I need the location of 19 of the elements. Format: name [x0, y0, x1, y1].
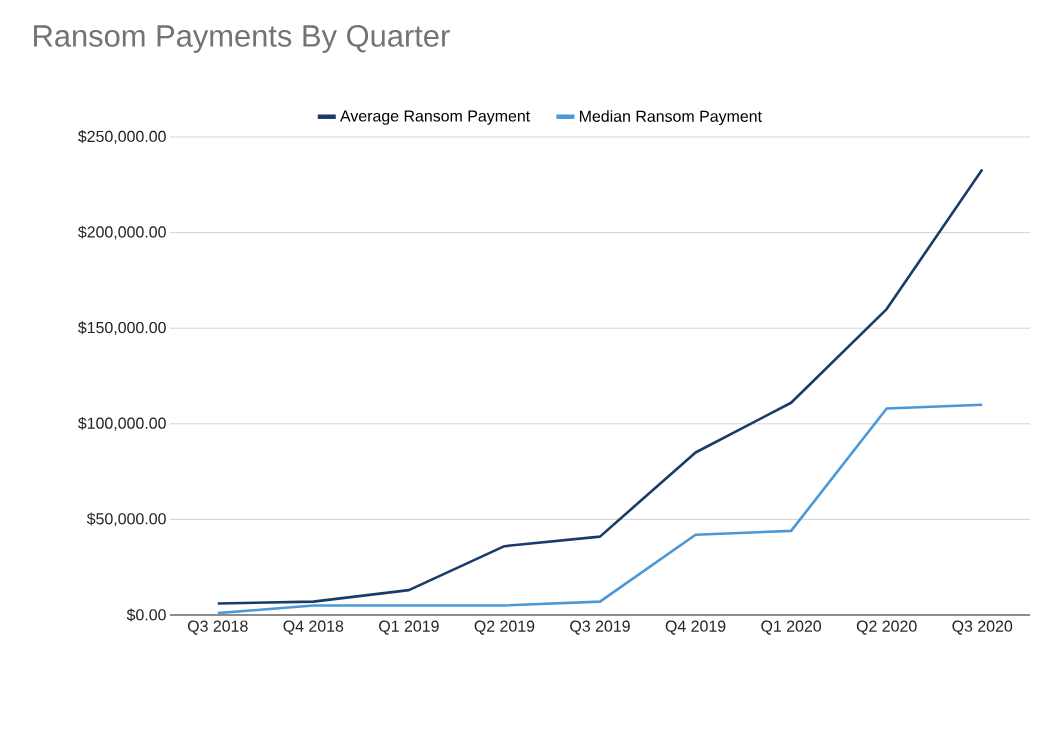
y-tick-label: $200,000.00 [78, 225, 166, 240]
x-tick-label: Q2 2020 [856, 620, 917, 635]
x-tick-label: Q1 2020 [761, 620, 822, 635]
x-tick-label: Q3 2020 [952, 620, 1013, 635]
y-tick-label: $250,000.00 [78, 130, 166, 144]
y-tick-label: $50,000.00 [86, 512, 166, 527]
x-tick-label: Q4 2019 [665, 620, 726, 635]
x-tick-label: Q2 2019 [474, 620, 535, 635]
y-tick-label: $150,000.00 [78, 321, 166, 336]
y-tick-label: $100,000.00 [78, 416, 166, 431]
legend-label: Median Ransom Payment [579, 110, 762, 126]
legend-label: Average Ransom Payment [340, 110, 531, 125]
x-tick-label: Q1 2019 [379, 620, 439, 635]
line-series [216, 168, 984, 605]
x-tick-label: Q3 2019 [570, 620, 630, 635]
x-tick-label: Q3 2018 [187, 620, 248, 635]
chart-title: Ransom Payments By Quarter [34, 25, 450, 53]
y-tick-label: $0.00 [126, 608, 166, 622]
x-tick-label: Q4 2018 [283, 620, 344, 635]
